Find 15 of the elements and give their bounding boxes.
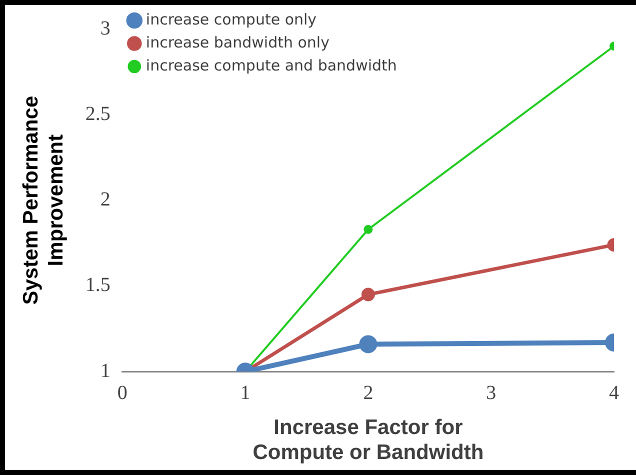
x-tick-label: 0 bbox=[117, 382, 128, 404]
y-tick-label: 1 bbox=[100, 360, 110, 382]
x-tick-label: 4 bbox=[609, 382, 619, 404]
legend-label: increase bandwidth only bbox=[146, 33, 330, 52]
y-tick-label: 1.5 bbox=[85, 274, 110, 296]
y-tick-label: 3 bbox=[100, 17, 110, 40]
y-tick-label: 2 bbox=[100, 188, 110, 211]
x-tick-label: 2 bbox=[363, 382, 374, 404]
y-axis-title: System Performance Improvement bbox=[19, 96, 68, 305]
x-tick-label: 3 bbox=[486, 382, 496, 404]
legend-label: increase compute only bbox=[146, 10, 317, 28]
x-axis-title: Increase Factor for Compute or Bandwidth bbox=[252, 416, 484, 464]
legend-label: increase compute and bandwidth bbox=[146, 56, 397, 74]
y-tick-label: 2.5 bbox=[85, 102, 110, 125]
x-tick-label: 1 bbox=[240, 382, 250, 404]
